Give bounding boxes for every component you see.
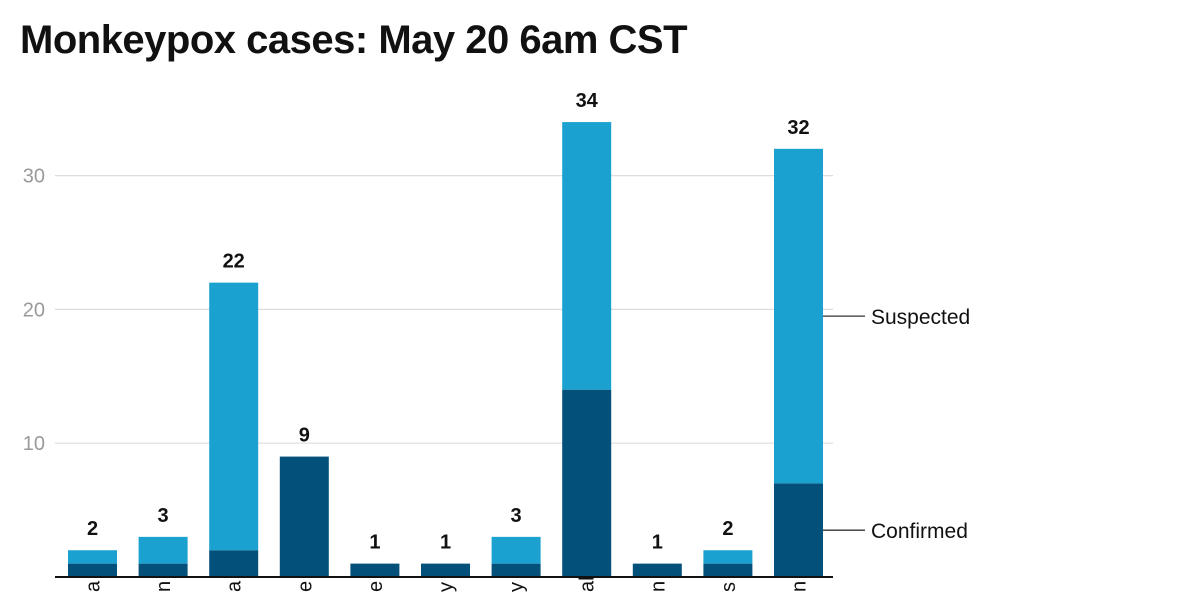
legend-label-suspected: Suspected [871,306,970,329]
bars [68,122,823,577]
bar-segment-confirmed [209,550,259,577]
bar-value-label: 9 [299,425,310,447]
x-category-label: n [153,581,175,592]
bar-segment-confirmed [703,563,753,577]
gridlines: 10 20 30 [23,166,833,455]
x-category-label: al [577,576,599,592]
bar-segment-suspected [562,122,612,390]
x-category-label: y [506,582,528,592]
bar-value-label: 3 [158,505,169,527]
y-tick-label: 10 [23,433,45,455]
x-category-label: a [83,580,105,592]
legend: Confirmed Suspected [823,306,970,543]
bar-value-label: 3 [511,505,522,527]
bar-segment-confirmed [350,563,400,577]
bar-value-label: 32 [787,117,809,139]
y-tick-label: 30 [23,166,45,188]
bar-segment-confirmed [774,483,823,577]
x-category-label: n [789,581,811,592]
x-category-label: y [436,582,458,592]
x-category-label: e [365,581,387,592]
bar-segment-confirmed [632,563,682,577]
x-category-label: s [718,582,740,592]
bar-segment-confirmed [491,563,541,577]
bar-value-label: 34 [576,90,599,112]
bar-value-label: 1 [440,532,451,554]
chart-title: Monkeypox cases: May 20 6am CST [20,18,688,62]
legend-label-confirmed: Confirmed [871,520,968,543]
value-labels: 2 a 3 n 22 a 9 e 1 e 1 y 3 y 34 al 1 n 2 s 32 n [83,90,811,592]
bar-value-label: 1 [652,532,663,554]
bar-segment-confirmed [68,563,117,577]
x-category-label: n [647,581,669,592]
y-tick-label: 20 [23,299,45,321]
bar-segment-suspected [138,536,188,564]
bar-segment-confirmed [562,389,612,577]
bar-segment-suspected [68,550,117,564]
bar-segment-suspected [703,550,753,564]
bar-segment-suspected [209,282,259,551]
bar-segment-confirmed [138,563,188,577]
x-category-label: e [294,581,316,592]
bar-segment-confirmed [279,456,329,577]
bar-value-label: 2 [722,518,733,540]
bar-value-label: 1 [369,532,380,554]
bar-segment-suspected [774,148,823,484]
bar-segment-confirmed [421,563,470,577]
x-category-label: a [224,580,246,592]
bar-segment-suspected [491,536,541,564]
bar-value-label: 22 [223,251,245,273]
bar-value-label: 2 [87,518,98,540]
